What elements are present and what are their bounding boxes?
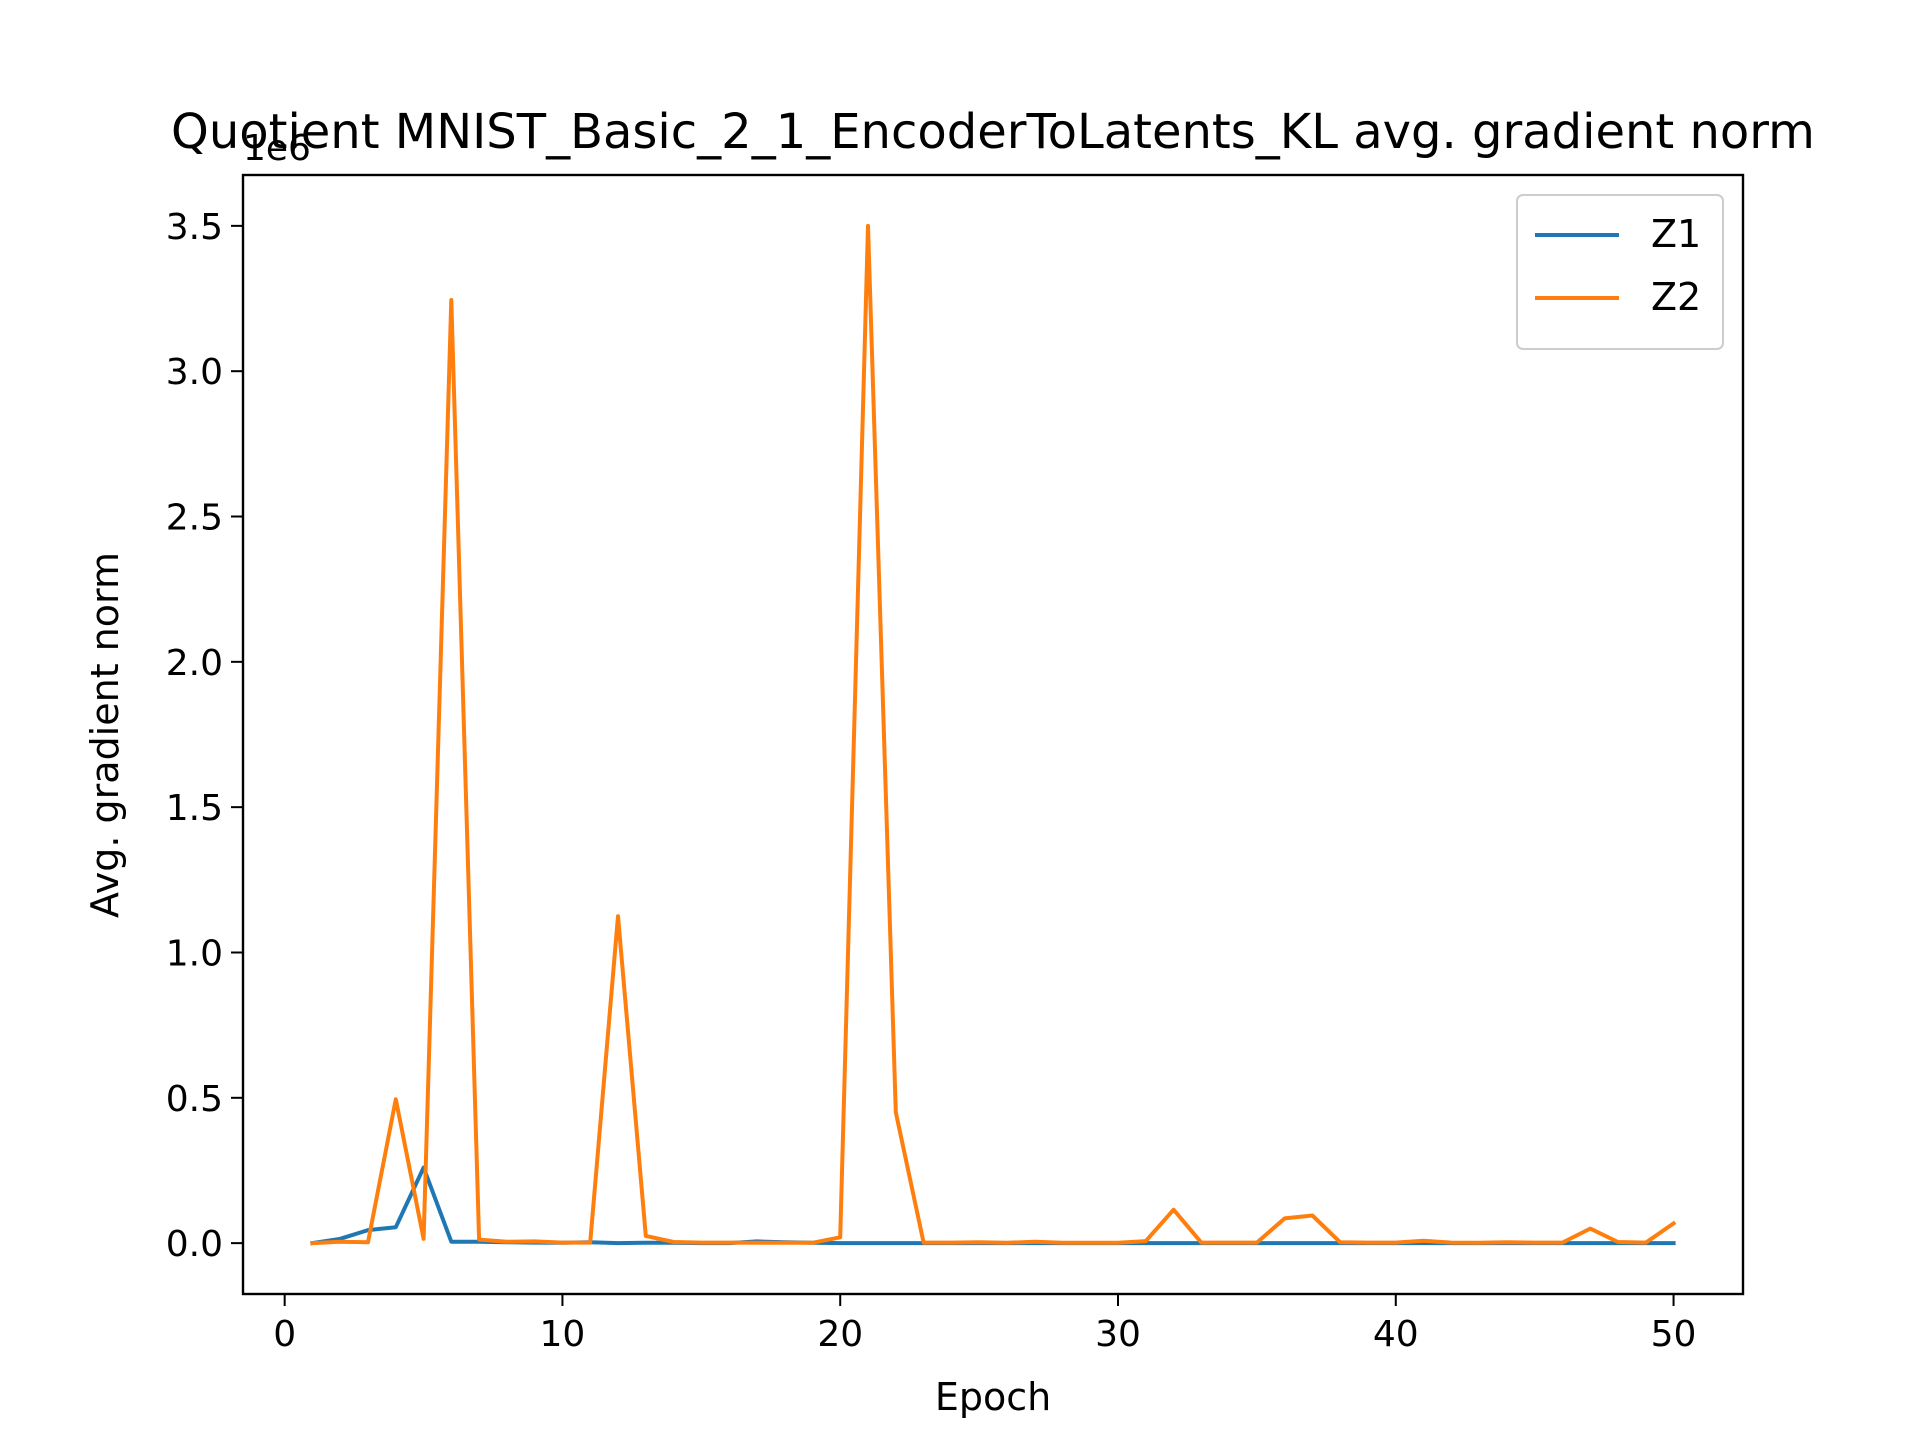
x-tick-label: 50	[1651, 1314, 1697, 1355]
y-tick-label: 3.0	[166, 352, 223, 393]
y-tick-label: 0.0	[166, 1224, 223, 1265]
chart-title: Quotient MNIST_Basic_2_1_EncoderToLatent…	[171, 104, 1815, 160]
plot-frame	[241, 173, 1745, 1296]
y-tick-label: 1.0	[166, 933, 223, 974]
legend-label-z2: Z2	[1651, 275, 1701, 319]
y-offset-label: 1e6	[243, 128, 311, 169]
x-tick-label: 0	[273, 1314, 296, 1355]
x-tick-label: 20	[817, 1314, 863, 1355]
y-tick-label: 0.5	[166, 1079, 223, 1120]
x-tick-label: 40	[1373, 1314, 1419, 1355]
x-tick-label: 30	[1095, 1314, 1141, 1355]
legend-label-z1: Z1	[1651, 212, 1701, 256]
x-axis-label: Epoch	[935, 1375, 1051, 1419]
y-tick-label: 2.0	[166, 643, 223, 684]
y-axis-label: Avg. gradient norm	[83, 552, 127, 918]
y-tick-label: 1.5	[166, 788, 223, 829]
x-tick-label: 10	[540, 1314, 586, 1355]
y-tick-label: 3.5	[166, 207, 223, 248]
y-tick-label: 2.5	[166, 498, 223, 539]
series-line-z2	[310, 223, 1677, 1246]
